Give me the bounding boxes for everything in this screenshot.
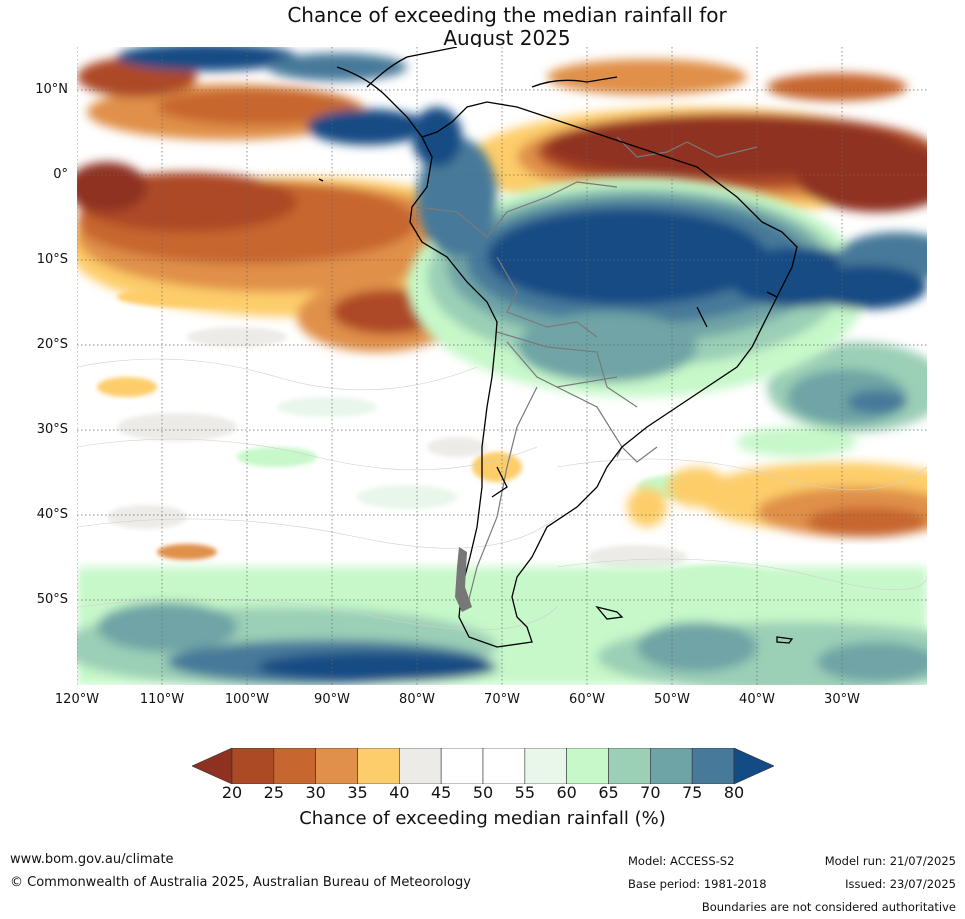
southern-wet-band [77,567,927,685]
footer-copyright: © Commonwealth of Australia 2025, Austra… [10,875,471,890]
colorbar-cell [608,748,651,784]
footer-model: Model: ACCESS-S2 [628,854,735,868]
colorbar-tick-label: 60 [556,783,577,802]
rainfall-map [77,47,927,685]
chile-fjords [455,547,472,612]
lon-label-110w: 110°W [139,692,185,707]
colorbar-tick-label: 25 [263,783,284,802]
lon-label-60w: 60°W [569,692,605,707]
colorbar-cell [315,748,358,784]
lat-label-10n: 10°N [35,82,68,97]
colorbar-tick-label: 30 [305,783,326,802]
lon-label-40w: 40°W [739,692,775,707]
lat-label-0: 0° [53,167,68,182]
lon-label-100w: 100°W [224,692,270,707]
colorbar-arrow-low [192,748,233,784]
colorbar-cell [482,748,526,784]
colorbar-cell [650,748,693,784]
colorbar-cell [566,748,609,784]
colorbar-tick-label: 45 [430,783,452,802]
rainfall-map-svg [77,47,927,685]
contour-lines [77,358,927,631]
colorbar-tick-label: 40 [389,783,410,802]
colorbar-cell [357,748,400,784]
colorbar-tick-label: 55 [514,783,535,802]
colorbar-cell [440,748,484,784]
lat-label-50s: 50°S [36,592,68,607]
map-title: Chance of exceeding the median rainfall … [0,4,965,50]
amazon-wet [407,107,927,397]
colorbar-tick-label: 35 [347,783,368,802]
lon-label-30w: 30°W [824,692,860,707]
lon-label-120w: 120°W [54,692,100,707]
lon-label-70w: 70°W [484,692,520,707]
coastline [318,47,798,648]
colorbar-tick-label: 20 [221,783,243,802]
footer-model-run: Model run: 21/07/2025 [824,854,956,868]
colorbar-arrow-high [733,748,774,784]
lon-label-80w: 80°W [399,692,435,707]
lon-label-50w: 50°W [654,692,690,707]
colorbar [192,748,774,784]
colorbar-tick-label: 70 [640,783,661,802]
colorbar-label: Chance of exceeding median rainfall (%) [299,808,666,829]
lat-label-10s: 10°S [36,252,68,267]
colorbar-cell [524,748,567,784]
colorbar-tick-label: 50 [472,783,494,802]
lon-label-90w: 90°W [314,692,350,707]
lat-label-20s: 20°S [36,337,68,352]
colorbar-cell [399,748,442,784]
colorbar-ticks: 20 25 30 35 40 45 50 55 60 65 70 75 80 [0,783,965,803]
colorbar-cell [691,748,735,784]
colorbar-cells [192,748,774,784]
colorbar-tick-label: 80 [723,783,745,802]
graticule [77,47,927,685]
footer-disclaimer: Boundaries are not considered authoritat… [701,900,956,914]
colorbar-tick-label: 65 [598,783,619,802]
footer-base-period: Base period: 1981-2018 [628,877,767,891]
country-borders [416,136,758,608]
south-atlantic-wet-patches [737,342,927,457]
north-pacific-band [77,47,427,145]
map-title-line1: Chance of exceeding the median rainfall … [287,3,727,27]
colorbar-cell [273,748,316,784]
map-title-line2: August 2025 [443,26,571,50]
colorbar-cell [231,748,275,784]
lat-label-40s: 40°S [36,507,68,522]
footer-website: www.bom.gov.au/climate [10,852,174,867]
footer-issued: Issued: 23/07/2025 [845,877,956,891]
colorbar-tick-label: 75 [681,783,703,802]
lat-label-30s: 30°S [36,422,68,437]
